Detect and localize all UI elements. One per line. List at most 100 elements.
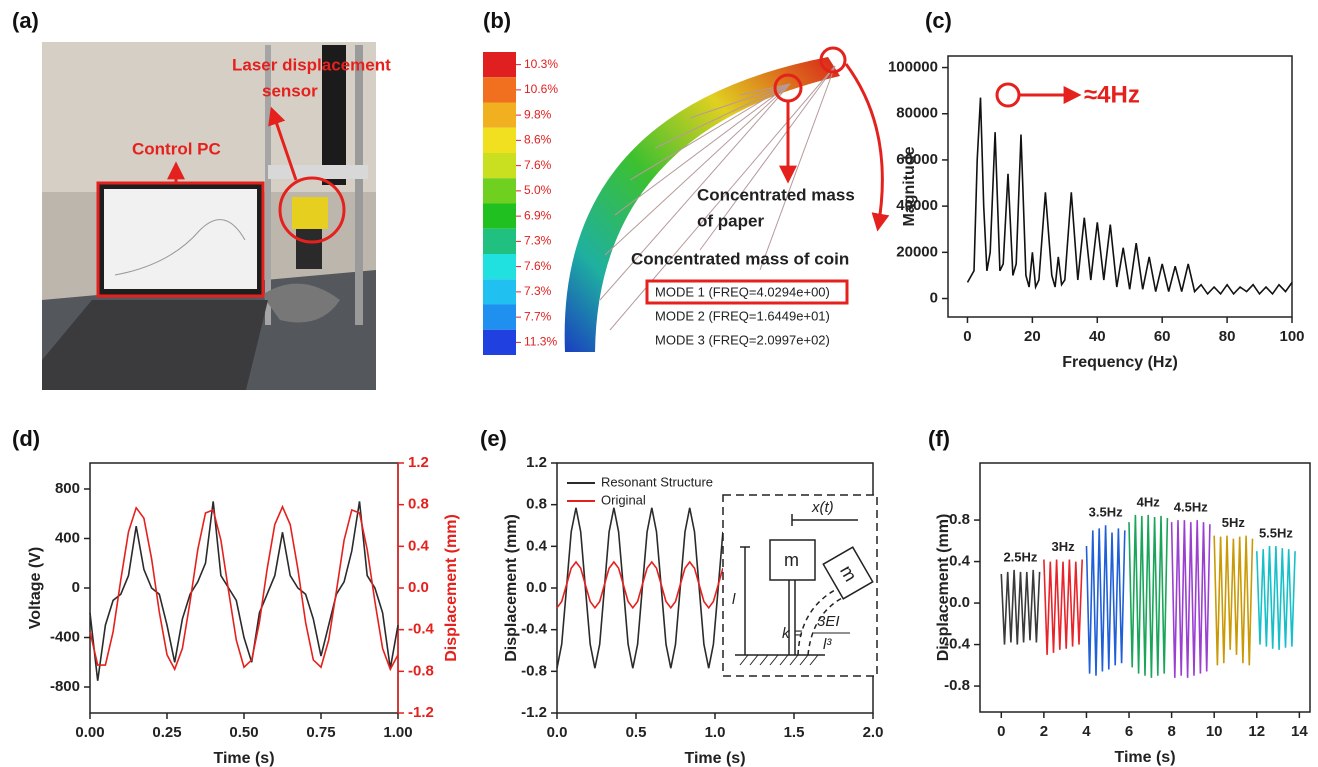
mode-label: MODE 1 (FREQ=4.0294e+00) [655, 284, 830, 299]
y-tick-label: 0 [72, 579, 80, 596]
x-tick-label: 0.75 [306, 724, 335, 741]
x-axis-label: Time (s) [1114, 749, 1175, 766]
deflection [797, 589, 836, 656]
highlight-circle [278, 176, 346, 244]
data-line [556, 507, 724, 669]
y-tick-label: -0.4 [944, 636, 971, 653]
inset-diagram [722, 494, 878, 677]
laptop-screen [104, 189, 257, 289]
annotation: Concentrated mass [697, 185, 855, 204]
panel-label: (e) [480, 426, 507, 451]
y-tick-label: -0.8 [944, 677, 970, 694]
annotation: sensor [262, 81, 318, 100]
data-line [966, 97, 1293, 296]
y-tick-label: 20000 [896, 243, 938, 260]
data-line [1085, 525, 1126, 676]
inset-label: l [732, 591, 736, 608]
x-tick-label: 0.5 [626, 724, 647, 741]
y-tick-label: 40000 [896, 197, 938, 214]
mode-label: MODE 2 (FREQ=1.6449e+01) [655, 308, 830, 323]
y2-axis-label: Displacement (mm) [443, 514, 460, 662]
y2-tick-label: 0.8 [408, 496, 429, 513]
pole [355, 45, 363, 325]
y2-tick-label: 1.2 [408, 454, 429, 471]
x-tick-label: 2.0 [863, 724, 884, 741]
colorbar-label: 7.7% [524, 309, 552, 323]
y-tick-label: -0.4 [521, 621, 548, 638]
colorbar-cell [483, 127, 516, 153]
x-axis-label: Time (s) [684, 750, 745, 767]
series-label: 2.5Hz [1003, 549, 1037, 564]
annotation: of paper [697, 211, 764, 230]
mass-box [769, 539, 816, 581]
screen-plot [114, 219, 246, 276]
x-tick-label: 0 [963, 328, 971, 345]
inset-label: 3EI [817, 613, 840, 630]
y-tick-label: -0.8 [521, 662, 547, 679]
inset-label: m [784, 550, 799, 570]
colorbar-cell [483, 102, 516, 128]
y2-tick-label: -0.4 [408, 621, 435, 638]
panel-label: (d) [12, 426, 40, 451]
mass-box-deflected [822, 546, 874, 600]
colorbar-label: 7.6% [524, 158, 552, 172]
y-tick-label: 0.0 [949, 594, 970, 611]
colorbar-label: 6.9% [524, 208, 552, 222]
y-tick-label: 0.8 [526, 496, 547, 513]
inset-label: x(t) [811, 499, 834, 516]
series-label: 4Hz [1137, 494, 1161, 509]
hatch [739, 654, 819, 666]
series-label: 3.5Hz [1089, 505, 1123, 520]
colorbar-cell [483, 178, 516, 204]
photo-panel: (a) Laser displacement sensor Control PC [12, 8, 391, 390]
x-tick-label: 10 [1206, 723, 1223, 740]
x-tick-label: 8 [1167, 723, 1175, 740]
y-tick-label: 400 [55, 529, 80, 546]
pole [265, 45, 271, 325]
x-tick-label: 20 [1024, 328, 1041, 345]
colorbar-cell [483, 77, 516, 103]
mode-label: MODE 3 (FREQ=2.0997e+02) [655, 332, 830, 347]
highlight-circle [819, 46, 847, 74]
inset-box [722, 494, 878, 677]
annotation: ≈4Hz [1084, 81, 1140, 108]
colorbar-label: 11.3% [524, 335, 557, 349]
legend-label: Original [601, 492, 646, 507]
beam [564, 57, 840, 352]
x-axis-label: Frequency (Hz) [1062, 354, 1178, 371]
x-tick-label: 6 [1125, 723, 1133, 740]
plot-frame [947, 55, 1293, 318]
arrow [844, 63, 890, 232]
colorbar-cell [483, 52, 516, 78]
y-tick-label: 0 [930, 289, 938, 306]
colorbar-cell [483, 329, 516, 355]
series-label: 4.5Hz [1174, 500, 1208, 515]
mode-highlight [645, 279, 849, 305]
stage [322, 45, 346, 185]
x-tick-label: 12 [1248, 723, 1265, 740]
peak-circle [995, 82, 1021, 108]
series-label: 5Hz [1222, 515, 1246, 530]
y-tick-label: 0.8 [949, 511, 970, 528]
sensor-mount [296, 229, 322, 269]
y2-tick-label: -1.2 [408, 704, 434, 721]
colorbar-label: 7.3% [524, 234, 552, 248]
x-tick-label: 0.25 [152, 724, 181, 741]
colorbar-label: 8.6% [524, 133, 552, 147]
data-line [1043, 559, 1083, 655]
data-line [1170, 520, 1211, 678]
colorbar-cell [483, 279, 516, 305]
x-tick-label: 0.00 [75, 724, 104, 741]
crossbar [268, 165, 368, 179]
inset-label: k = [782, 625, 803, 642]
x-axis-label: Time (s) [213, 750, 274, 767]
y2-tick-label: 0.0 [408, 579, 429, 596]
annotation: Control PC [132, 139, 221, 158]
legend-label: Resonant Structure [601, 474, 713, 489]
colorbar-cell [483, 203, 516, 229]
y-tick-label: 0.4 [949, 553, 971, 570]
series-label: 5.5Hz [1259, 525, 1293, 540]
panel-label: (b) [483, 8, 511, 33]
